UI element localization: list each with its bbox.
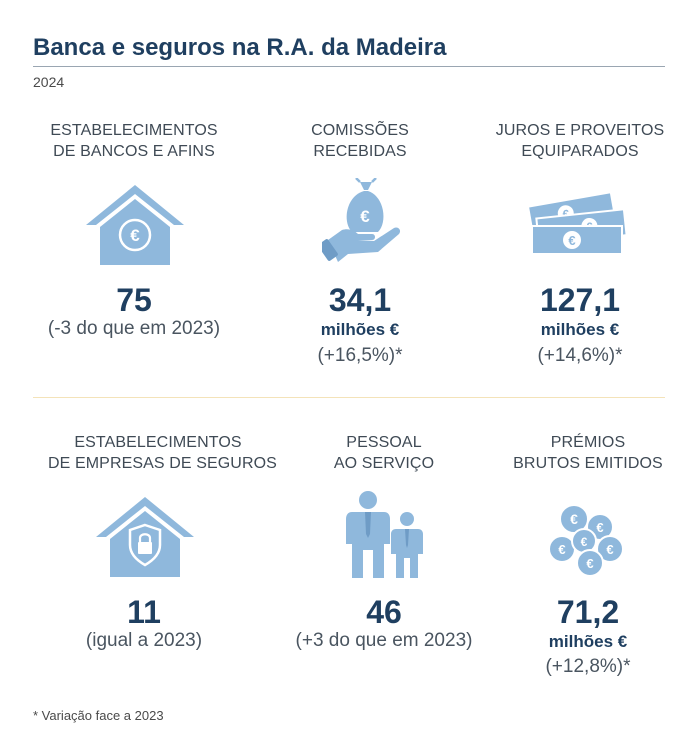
card-staff-caption: PESSOAL AO SERVIÇO xyxy=(274,432,494,474)
caption-line-1: JUROS E PROVEITOS xyxy=(495,122,665,139)
bank-establishments-value: 75 xyxy=(116,282,152,318)
caption-line-1: PRÉMIOS xyxy=(550,434,626,451)
svg-text:€: € xyxy=(606,542,613,557)
caption-line-2: AO SERVIÇO xyxy=(333,455,435,472)
svg-text:€: € xyxy=(581,535,588,549)
caption-line-2: DE EMPRESAS DE SEGUROS xyxy=(48,455,277,472)
card-bank-establishments-caption: ESTABELECIMENTOS DE BANCOS E AFINS xyxy=(24,120,244,162)
caption-line-1: ESTABELECIMENTOS xyxy=(50,122,218,139)
staff-people-icon xyxy=(346,491,423,578)
caption-line-2: EQUIPARADOS xyxy=(521,143,639,160)
premiums-value: 71,2 xyxy=(556,594,620,630)
interest-change: (+14,6%)* xyxy=(537,345,623,366)
interest-unit: milhões € xyxy=(540,320,620,339)
svg-text:€: € xyxy=(570,511,578,527)
page-title: Banca e seguros na R.A. da Madeira xyxy=(33,34,447,61)
svg-text:€: € xyxy=(596,520,603,535)
commissions-change: (+16,5%)* xyxy=(317,345,403,366)
card-interest-caption: JUROS E PROVEITOS EQUIPARADOS xyxy=(470,120,690,162)
hand-money-bag-icon: € xyxy=(322,178,401,262)
staff-value: 46 xyxy=(366,594,402,630)
svg-text:€: € xyxy=(568,233,575,248)
card-commissions-caption: COMISSÕES RECEBIDAS xyxy=(250,120,470,162)
bank-establishments-change: (-3 do que em 2023) xyxy=(47,318,221,339)
svg-text:€: € xyxy=(586,556,593,571)
year-label: 2024 xyxy=(33,74,65,90)
caption-line-1: PESSOAL xyxy=(346,434,422,451)
interest-value: 127,1 xyxy=(539,282,621,318)
caption-line-1: ESTABELECIMENTOS xyxy=(74,434,242,451)
euro-coins-icon: € € € € € € xyxy=(548,504,624,577)
premiums-change: (+12,8%)* xyxy=(545,656,631,677)
staff-change: (+3 do que em 2023) xyxy=(295,630,473,651)
caption-line-2: DE BANCOS E AFINS xyxy=(53,143,215,160)
card-insurance-establishments-caption: ESTABELECIMENTOS DE EMPRESAS DE SEGUROS xyxy=(48,432,277,474)
caption-line-2: RECEBIDAS xyxy=(313,143,407,160)
svg-text:€: € xyxy=(558,542,565,557)
caption-line-2: BRUTOS EMITIDOS xyxy=(513,455,663,472)
footnote: * Variação face a 2023 xyxy=(33,708,164,723)
premiums-unit: milhões € xyxy=(548,632,628,651)
svg-text:€: € xyxy=(130,226,140,245)
card-premiums-caption: PRÉMIOS BRUTOS EMITIDOS xyxy=(478,432,698,474)
title-divider xyxy=(33,66,665,67)
svg-text:€: € xyxy=(561,207,570,222)
section-divider xyxy=(33,397,665,398)
commissions-unit: milhões € xyxy=(320,320,400,339)
commissions-value: 34,1 xyxy=(328,282,392,318)
caption-line-1: COMISSÕES xyxy=(311,122,409,139)
insurance-establishments-value: 11 xyxy=(127,594,161,630)
house-shield-lock-icon xyxy=(96,497,194,577)
svg-text:€: € xyxy=(360,207,370,226)
banknotes-icon: € € € xyxy=(528,192,628,255)
insurance-establishments-change: (igual a 2023) xyxy=(85,630,203,651)
house-euro-icon: € xyxy=(86,185,184,265)
